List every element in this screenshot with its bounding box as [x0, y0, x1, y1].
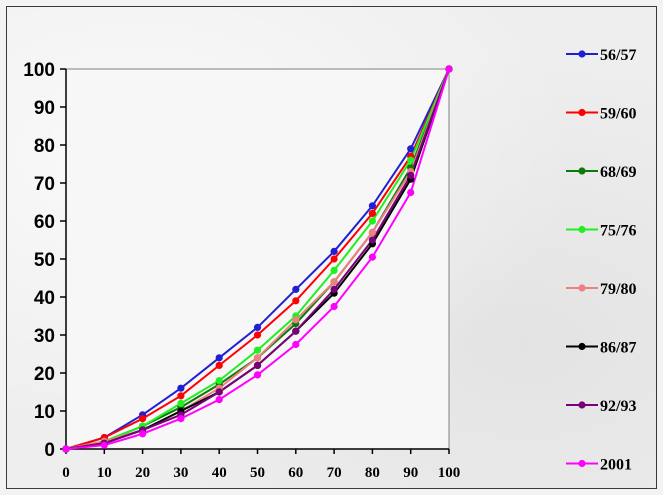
y-tick-label: 30 [34, 326, 55, 347]
legend-label: 86/87 [600, 340, 636, 357]
legend-entry: 59/60 [566, 106, 636, 123]
data-point-92-93 [368, 236, 376, 244]
legend-marker [578, 225, 586, 234]
y-tick-label: 100 [23, 60, 55, 81]
legend-label: 92/93 [600, 398, 636, 415]
data-point-2001 [177, 415, 185, 423]
y-tick-label: 50 [34, 250, 55, 271]
legend-marker [578, 50, 586, 58]
y-tick-label: 40 [34, 288, 55, 309]
legend-label: 68/69 [600, 164, 636, 181]
data-point-59-60 [215, 361, 223, 369]
data-point-59-60 [177, 392, 185, 400]
data-point-59-60 [368, 209, 376, 217]
data-point-75-76 [407, 156, 415, 164]
data-point-92-93 [407, 171, 415, 179]
data-point-2001 [139, 430, 147, 438]
y-tick-label: 80 [34, 136, 55, 157]
data-point-75-76 [368, 217, 376, 225]
data-point-75-76 [215, 377, 223, 385]
data-point-56-57 [330, 247, 338, 255]
legend-entry: 2001 [566, 457, 632, 474]
legend-label: 79/80 [600, 281, 636, 298]
data-point-79-80 [330, 278, 338, 286]
legend-label: 2001 [600, 457, 632, 474]
x-tick-label: 0 [62, 465, 70, 481]
data-point-2001 [368, 253, 376, 261]
data-point-59-60 [139, 415, 147, 423]
legend-entry: 86/87 [566, 340, 636, 357]
x-tick-label: 60 [288, 465, 303, 481]
x-tick-label: 90 [403, 465, 418, 481]
legend-entry: 92/93 [566, 398, 636, 415]
data-point-2001 [445, 65, 453, 73]
x-tick-label: 10 [97, 465, 112, 481]
data-point-92-93 [215, 388, 223, 396]
legend-marker [578, 108, 586, 117]
legend-label: 59/60 [600, 106, 636, 123]
data-point-2001 [100, 441, 108, 449]
legend-entry: 68/69 [566, 164, 636, 181]
data-point-2001 [330, 302, 338, 311]
y-tick-label: 10 [34, 402, 55, 423]
legend-entry: 56/57 [566, 47, 636, 64]
plot-area [65, 68, 450, 450]
data-point-56-57 [253, 323, 262, 331]
legend-marker [578, 167, 586, 175]
data-point-75-76 [177, 399, 185, 407]
x-tick-label: 100 [438, 465, 461, 481]
data-point-59-60 [253, 331, 262, 339]
legend-entry: 75/76 [566, 223, 636, 240]
data-point-2001 [292, 340, 300, 349]
x-tick-label: 80 [365, 465, 380, 481]
y-tick-label: 0 [44, 440, 55, 461]
y-tick-label: 20 [34, 364, 55, 385]
data-point-92-93 [253, 361, 262, 369]
data-point-92-93 [292, 327, 300, 335]
y-tick-label: 90 [34, 98, 55, 119]
legend-marker [578, 284, 586, 292]
y-tick-label: 70 [34, 174, 55, 195]
data-point-56-57 [368, 202, 376, 210]
data-point-2001 [253, 371, 262, 379]
data-point-56-57 [215, 354, 223, 362]
data-point-79-80 [368, 228, 376, 236]
legend-marker [578, 459, 586, 468]
legend-entry: 79/80 [566, 281, 636, 298]
legend-label: 75/76 [600, 223, 636, 240]
x-tick-label: 50 [250, 465, 265, 481]
legend-label: 56/57 [600, 47, 636, 64]
legend-marker [578, 401, 586, 409]
legend-marker [578, 342, 586, 351]
x-tick-label: 70 [327, 465, 342, 481]
data-point-79-80 [253, 354, 262, 362]
data-point-75-76 [330, 266, 338, 274]
data-point-92-93 [330, 285, 338, 293]
data-point-75-76 [253, 346, 262, 354]
x-tick-label: 40 [212, 465, 227, 481]
data-point-79-80 [292, 316, 300, 324]
data-point-59-60 [292, 297, 300, 305]
data-point-56-57 [177, 384, 185, 392]
data-point-56-57 [292, 285, 300, 293]
data-point-2001 [407, 188, 415, 197]
data-point-59-60 [330, 255, 338, 263]
y-tick-label: 60 [34, 212, 55, 233]
data-point-56-57 [407, 145, 415, 153]
x-tick-label: 30 [173, 465, 188, 481]
data-point-2001 [62, 445, 70, 453]
data-point-2001 [215, 396, 223, 404]
x-tick-label: 20 [135, 465, 150, 481]
